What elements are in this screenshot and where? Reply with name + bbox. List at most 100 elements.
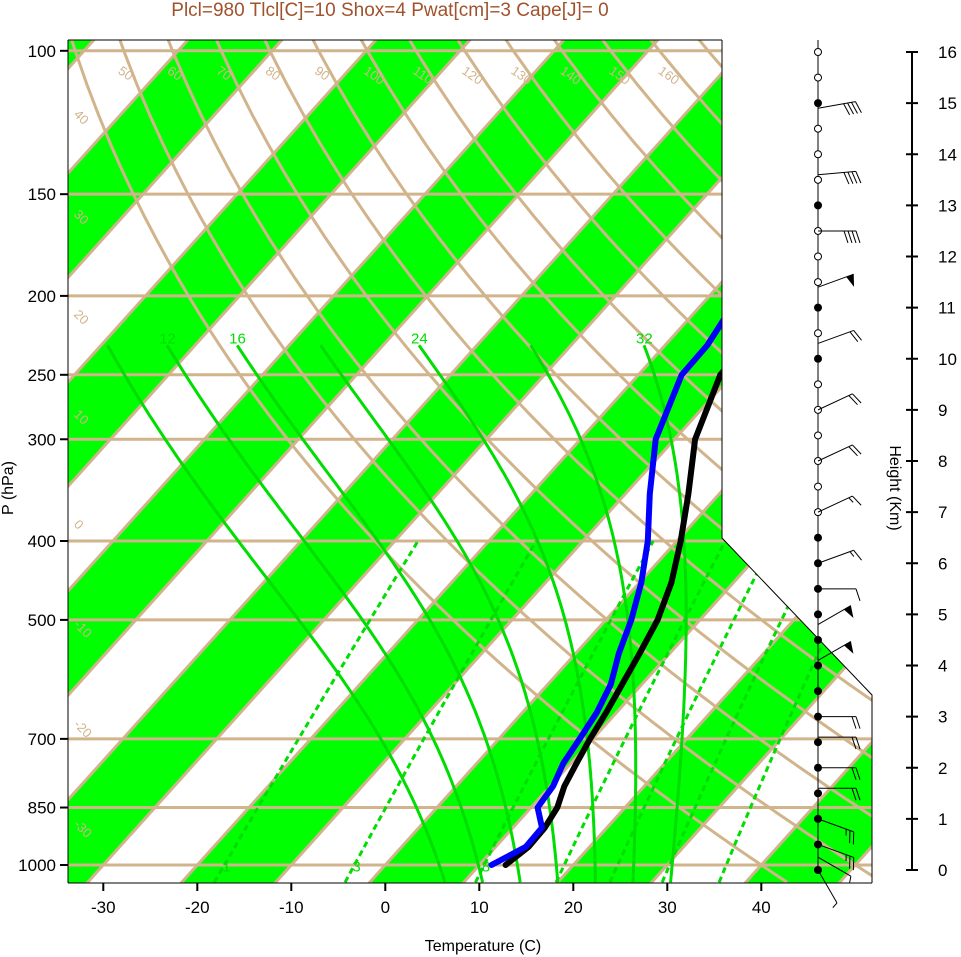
isotherm-line xyxy=(0,14,24,899)
height-tick-label: 1 xyxy=(938,810,947,829)
height-tick-label: 14 xyxy=(938,145,957,164)
x-tick-label: -10 xyxy=(279,898,304,917)
wind-level-marker xyxy=(814,329,822,338)
wind-barb-feather xyxy=(848,395,858,406)
height-tick-label: 2 xyxy=(938,759,947,778)
x-axis-label: Temperature (C) xyxy=(425,938,541,955)
plot-mask xyxy=(722,40,961,943)
y-tick-label: 250 xyxy=(28,366,56,385)
wind-barb-feather xyxy=(854,101,862,114)
mixing-ratio-label: 1 xyxy=(222,859,230,876)
wind-level-marker xyxy=(814,687,822,696)
dry-adiabat-label: 60 xyxy=(165,63,185,84)
wind-barb xyxy=(817,101,862,116)
mixing-ratio-line xyxy=(608,540,775,883)
wind-barb-staff xyxy=(817,393,853,411)
wind-barb-feather xyxy=(847,102,855,115)
wind-barb xyxy=(817,273,855,288)
wind-barb-feather xyxy=(855,736,861,750)
wind-barb-staff xyxy=(817,101,856,109)
height-tick-label: 15 xyxy=(938,94,957,113)
isotherm-line xyxy=(68,40,566,594)
theta-label: -20 xyxy=(71,717,95,741)
height-tick-label: 10 xyxy=(938,350,957,369)
wind-barb xyxy=(817,393,862,411)
wind-barb-staff xyxy=(817,495,853,513)
moist-adiabat xyxy=(165,344,485,883)
wind-barb xyxy=(817,856,852,883)
wind-barb xyxy=(817,495,862,513)
moist-adiabat-label: 12 xyxy=(159,331,176,348)
wind-level-marker xyxy=(814,278,822,287)
dry-adiabat xyxy=(263,40,872,703)
wind-profile xyxy=(814,40,862,908)
wind-level-marker xyxy=(814,124,822,133)
dry-adiabat-label: 50 xyxy=(116,63,136,84)
theta-label: 0 xyxy=(71,517,87,533)
wind-barb-feather xyxy=(855,588,861,601)
height-tick-label: 0 xyxy=(938,861,947,880)
wind-barb-staff xyxy=(817,856,852,877)
wind-barb-feather xyxy=(843,230,849,244)
x-tick-label: 20 xyxy=(564,898,583,917)
y-tick-label: 700 xyxy=(28,730,56,749)
wind-level-marker xyxy=(814,661,822,670)
wind-barb xyxy=(817,818,855,845)
moist-adiabat xyxy=(529,344,638,883)
moist-adiabat xyxy=(417,344,597,883)
wind-barb xyxy=(817,170,862,185)
wind-barb-pennant xyxy=(843,641,854,654)
x-tick-label: 30 xyxy=(658,898,677,917)
isotherm-line xyxy=(68,40,378,385)
wind-barb xyxy=(818,230,861,244)
moist-adiabat-label: 24 xyxy=(411,331,428,348)
wind-barb-feather xyxy=(855,716,861,729)
mixing-ratio-line xyxy=(554,540,727,883)
wind-level-marker xyxy=(814,610,822,619)
wind-barb-feather xyxy=(855,171,862,184)
isotherm-line xyxy=(273,217,872,883)
dry-adiabat-label: 120 xyxy=(459,63,485,88)
wind-barb xyxy=(817,549,862,564)
wind-barb-feather xyxy=(847,171,854,184)
mixing-ratio-line xyxy=(343,540,538,883)
wind-barb-feather xyxy=(851,767,857,780)
moist-adiabat-label: 32 xyxy=(636,331,653,348)
x-tick-label: 10 xyxy=(470,898,489,917)
y-tick-label: 200 xyxy=(28,287,56,306)
mixing-ratio-line xyxy=(212,540,420,883)
height-tick-label: 13 xyxy=(938,196,957,215)
height-tick-label: 9 xyxy=(938,401,947,420)
wind-barb-half-feather xyxy=(848,497,854,503)
wind-barb xyxy=(818,787,861,801)
height-tick-label: 5 xyxy=(938,605,947,624)
isotherm-line xyxy=(68,40,754,803)
height-tick-label: 12 xyxy=(938,248,957,267)
height-tick-label: 11 xyxy=(938,299,956,318)
dry-adiabat-label: 90 xyxy=(312,63,332,84)
chart-title: Plcl=980 Tlcl[C]=10 Shox=4 Pwat[cm]=3 Ca… xyxy=(171,0,608,21)
wind-level-marker xyxy=(814,789,822,798)
wind-barb-feather xyxy=(849,331,859,343)
wind-level-marker xyxy=(814,431,822,440)
y-tick-label: 850 xyxy=(28,799,56,818)
wind-barb-staff xyxy=(817,170,856,176)
y-tick-label: 150 xyxy=(28,185,56,204)
wind-level-marker xyxy=(814,99,822,108)
wind-barb xyxy=(818,736,861,750)
wind-level-marker xyxy=(814,482,822,491)
dry-adiabat-label: 80 xyxy=(263,63,283,84)
wind-barb xyxy=(817,605,854,626)
wind-level-marker xyxy=(814,738,822,747)
wind-barb xyxy=(818,716,861,729)
y-tick-label: 500 xyxy=(28,611,56,630)
theta-label: 20 xyxy=(71,307,92,328)
dry-adiabat xyxy=(359,40,872,591)
x-tick-label: 0 xyxy=(381,898,390,917)
dry-adiabat xyxy=(166,40,872,818)
wind-level-marker xyxy=(814,354,822,363)
dry-adiabat xyxy=(118,40,872,878)
height-tick-label: 8 xyxy=(938,452,947,471)
